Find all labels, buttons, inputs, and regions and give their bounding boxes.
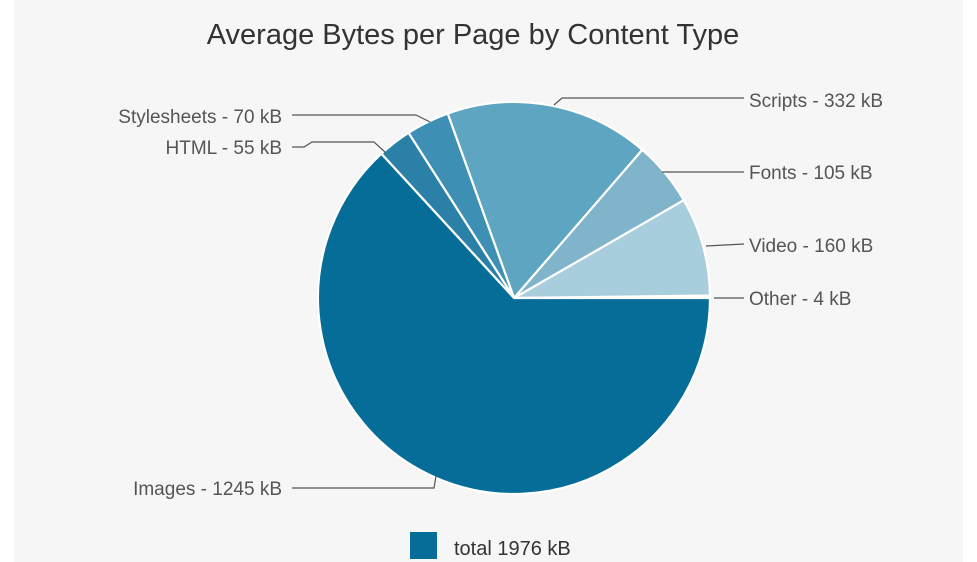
leader-line-stylesheets — [292, 114, 431, 123]
slice-label-fonts: Fonts - 105 kB — [749, 163, 873, 184]
pie-slices — [316, 100, 712, 496]
leader-line-scripts — [553, 97, 744, 106]
leader-line-html — [292, 141, 387, 154]
legend: total 1976 kB — [410, 532, 571, 560]
pie-chart: Average Bytes per Page by Content Type O… — [118, 19, 883, 560]
slice-label-scripts: Scripts - 332 kB — [749, 91, 883, 112]
legend-swatch — [410, 532, 437, 559]
slice-video — [509, 198, 712, 300]
leader-line-video — [705, 243, 745, 247]
slice-labels: Other - 4 kB Video - 160 kB Fonts - 105 kB… — [118, 91, 883, 500]
chart-area: Average Bytes per Page by Content Type O… — [14, 0, 963, 562]
slice-label-other: Other - 4 kB — [749, 289, 851, 310]
chart-title: Average Bytes per Page by Content Type — [207, 19, 740, 51]
leader-lines — [292, 97, 745, 489]
slice-scripts — [446, 100, 644, 301]
slice-label-video: Video - 160 kB — [749, 236, 873, 257]
slice-label-stylesheets: Stylesheets - 70 kB — [118, 107, 282, 128]
legend-label: total 1976 kB — [454, 538, 571, 560]
leader-line-images — [292, 475, 437, 489]
slice-label-html: HTML - 55 kB — [166, 138, 283, 159]
slice-label-images: Images - 1245 kB — [133, 479, 282, 500]
